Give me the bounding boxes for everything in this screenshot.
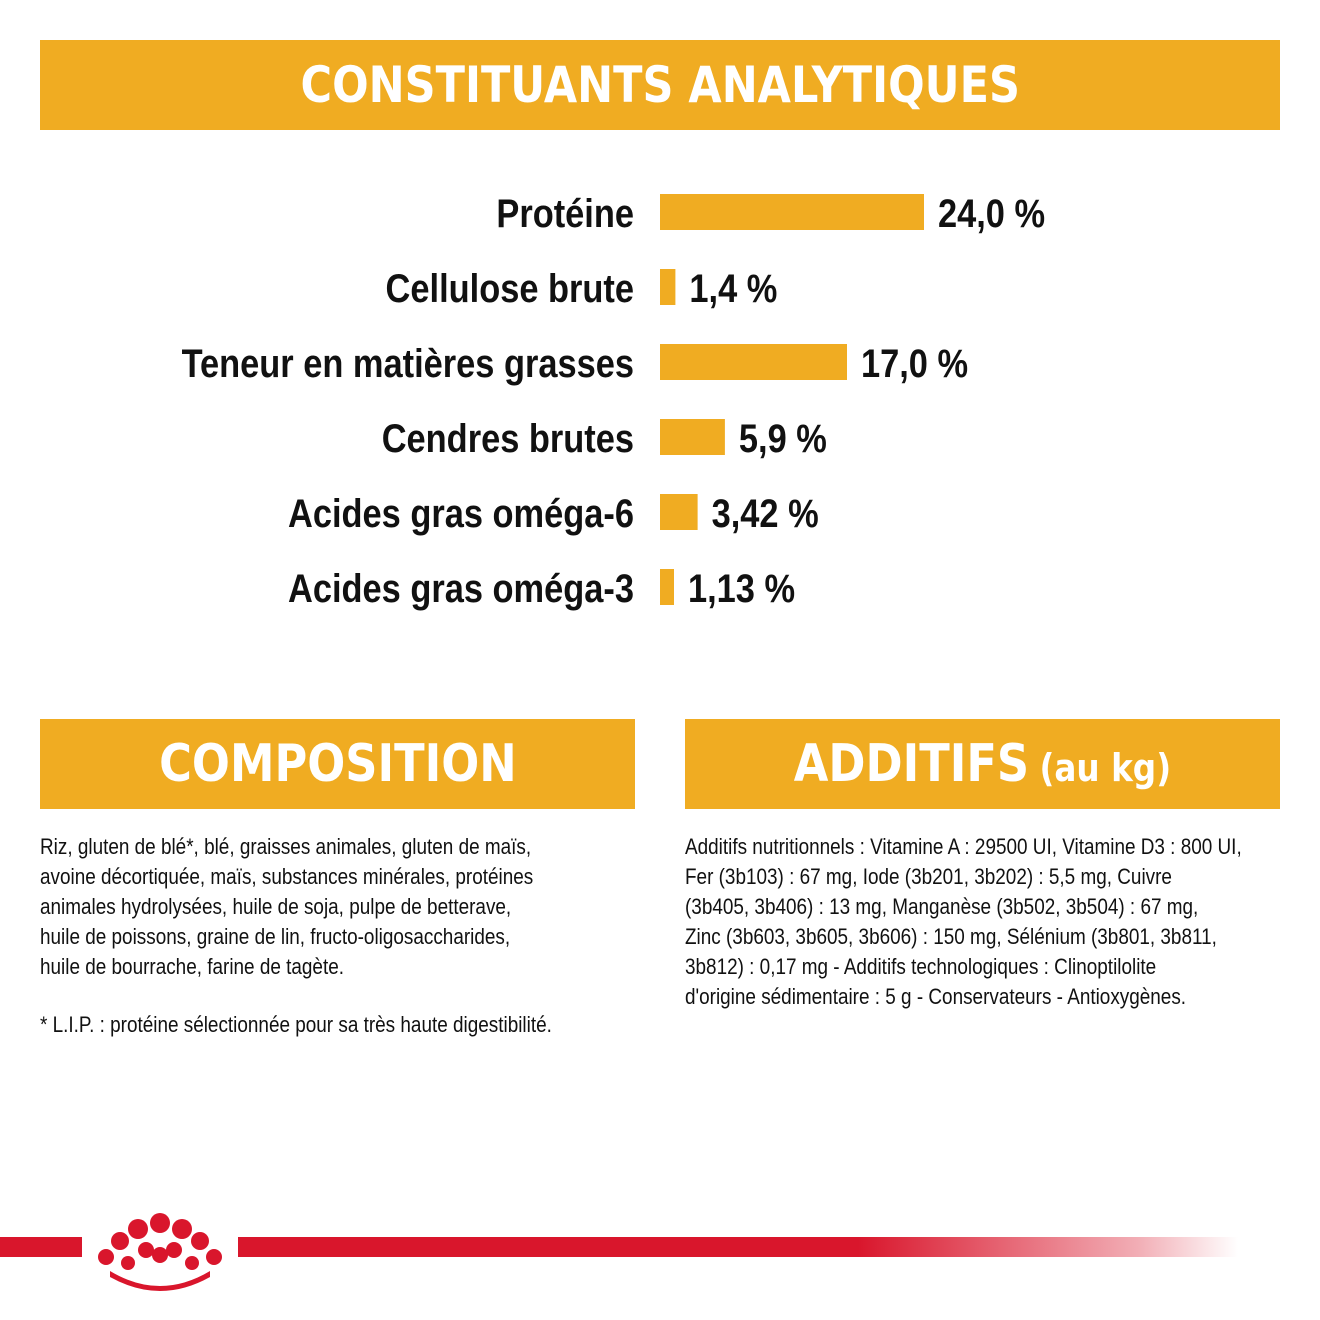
additives-line: d'origine sédimentaire : 5 g - Conservat… — [685, 984, 1187, 1009]
footer-red-line-right — [238, 1237, 1238, 1257]
composition-title: COMPOSITION — [158, 734, 517, 794]
composition-line: animales hydrolysées, huile de soja, pul… — [40, 894, 512, 919]
composition-footnote: * L.I.P. : protéine sélectionnée pour sa… — [40, 1012, 552, 1037]
data-label: 1,13 % — [688, 566, 795, 611]
bar — [660, 344, 847, 380]
analytical-constituents-chart: Protéine 24,0 % Cellulose brute 1,4 % Teneur… — [182, 191, 1046, 611]
bar — [660, 269, 676, 305]
category-label: Teneur en matières grasses — [182, 341, 634, 386]
category-label: Cellulose brute — [386, 266, 634, 311]
additives-line: Additifs nutritionnels : Vitamine A : 29… — [685, 834, 1242, 859]
additives-line: 3b812) : 0,17 mg - Additifs technologiqu… — [685, 954, 1157, 979]
additives-title-wrap: ADDITIFS (au kg) — [794, 734, 1171, 794]
bar — [660, 569, 674, 605]
royal-canin-crown-icon — [98, 1213, 222, 1291]
category-label: Acides gras oméga-3 — [288, 566, 634, 611]
composition-line: huile de bourrache, farine de tagète. — [40, 954, 344, 979]
composition-banner: COMPOSITION — [40, 719, 635, 809]
composition-line: huile de poissons, graine de lin, fructo… — [40, 924, 511, 949]
data-label: 3,42 % — [712, 491, 819, 536]
analytical-constituents-banner: CONSTITUANTS ANALYTIQUES — [40, 40, 1280, 130]
category-label: Acides gras oméga-6 — [288, 491, 634, 536]
bar — [660, 419, 725, 455]
analytical-constituents-title: CONSTITUANTS ANALYTIQUES — [300, 56, 1020, 114]
footer-red-line-left — [0, 1237, 82, 1257]
data-label: 1,4 % — [689, 266, 777, 311]
additives-line: Fer (3b103) : 67 mg, Iode (3b201, 3b202)… — [685, 864, 1172, 889]
data-label: 17,0 % — [861, 341, 968, 386]
category-label: Protéine — [496, 191, 634, 236]
additives-text: Additifs nutritionnels : Vitamine A : 29… — [685, 832, 1278, 1012]
composition-text: Riz, gluten de blé*, blé, graisses anima… — [40, 832, 633, 982]
additives-banner: ADDITIFS (au kg) — [685, 719, 1280, 809]
additives-subtitle: (au kg) — [1039, 746, 1172, 790]
bar — [660, 494, 698, 530]
additives-line: Zinc (3b603, 3b605, 3b606) : 150 mg, Sél… — [685, 924, 1217, 949]
additives-line: (3b405, 3b406) : 13 mg, Manganèse (3b502… — [685, 894, 1199, 919]
additives-title: ADDITIFS — [793, 734, 1030, 794]
composition-line: Riz, gluten de blé*, blé, graisses anima… — [40, 834, 532, 859]
bar — [660, 194, 924, 230]
data-label: 24,0 % — [938, 191, 1045, 236]
category-label: Cendres brutes — [382, 416, 634, 461]
data-label: 5,9 % — [739, 416, 827, 461]
composition-line: avoine décortiquée, maïs, substances min… — [40, 864, 534, 889]
